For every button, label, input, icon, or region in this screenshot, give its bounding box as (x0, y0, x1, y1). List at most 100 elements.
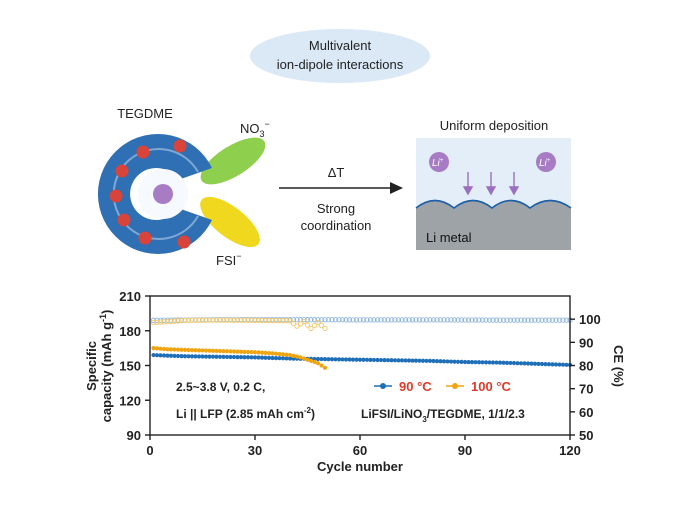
data-point (529, 361, 534, 366)
data-point (270, 355, 275, 361)
data-point (431, 358, 436, 364)
tegdme-label: TEGDME (117, 106, 173, 121)
data-point (444, 317, 451, 323)
data-point (375, 357, 380, 363)
data-point (395, 317, 402, 323)
data-point (245, 317, 251, 323)
deposition-surface (415, 199, 572, 210)
data-point (476, 317, 482, 323)
data-point (388, 317, 395, 323)
data-point (312, 359, 317, 365)
data-point (263, 355, 268, 360)
data-point (259, 350, 265, 355)
data-point (539, 361, 545, 367)
down-arrow-head (508, 186, 520, 196)
data-point (196, 354, 202, 359)
data-point (437, 317, 444, 323)
data-point (518, 317, 524, 323)
y2-tick-label: 70 (579, 382, 593, 397)
data-point (283, 318, 290, 324)
x-tick-label: 0 (146, 443, 153, 458)
deposition-title: Uniform deposition (440, 118, 548, 133)
data-point (266, 355, 272, 360)
data-point (189, 347, 195, 353)
data-point (329, 317, 335, 323)
oxygen-dot (138, 231, 152, 245)
data-point (227, 317, 234, 323)
data-point (462, 359, 468, 365)
series-1 (151, 346, 328, 370)
data-point (458, 317, 465, 323)
data-point (322, 357, 328, 362)
data-point (287, 318, 293, 324)
data-point (434, 317, 440, 323)
data-point (420, 358, 426, 363)
data-point (161, 319, 167, 325)
data-point (469, 317, 475, 323)
deposition-panel: Uniform deposition Li metal Li+ Li+ (415, 118, 572, 250)
data-point (322, 325, 328, 332)
li-ion-right: Li+ (536, 152, 556, 172)
legend-item-90: 90 °C (374, 379, 432, 394)
data-point (560, 317, 566, 323)
data-point (515, 361, 520, 366)
data-point (161, 353, 167, 358)
data-point (308, 317, 314, 323)
plot-marks (150, 316, 573, 370)
data-point (210, 348, 216, 353)
data-point (427, 358, 433, 363)
data-point (294, 316, 300, 323)
cycling-chart: 0 30 60 90 120 90 120 150 180 210 50 60 70 80 90 100 Cy… (84, 289, 626, 474)
data-point (228, 349, 233, 354)
nitrate-label: NO3− (240, 119, 270, 139)
data-point (273, 351, 279, 356)
data-point (423, 317, 430, 323)
data-point (158, 346, 163, 351)
data-point (273, 355, 279, 361)
data-point (472, 317, 479, 323)
y2-tick-label: 80 (579, 359, 593, 374)
data-point (189, 317, 195, 323)
delta-t-label: ΔT (328, 165, 345, 180)
data-point (396, 358, 401, 363)
data-point (287, 356, 293, 361)
data-point (343, 357, 349, 362)
data-point (469, 360, 475, 365)
data-point (175, 318, 181, 324)
data-point (266, 351, 272, 356)
data-point (217, 354, 223, 359)
data-point (308, 325, 314, 332)
data-point (193, 354, 198, 359)
x-tick-label: 60 (353, 443, 367, 458)
data-point (424, 358, 429, 363)
data-point (151, 352, 156, 358)
data-point (389, 358, 394, 363)
data-point (175, 347, 181, 352)
header-bubble: Multivalent ion-dipole interactions (250, 29, 430, 83)
data-point (185, 317, 192, 323)
data-point (301, 356, 307, 361)
data-point (280, 318, 286, 324)
data-point (312, 356, 317, 362)
data-point (193, 348, 198, 353)
data-point (165, 353, 170, 358)
data-point (214, 348, 219, 353)
legend-marker-100 (452, 383, 458, 389)
data-point (532, 317, 538, 323)
data-point (336, 357, 342, 362)
data-point (245, 355, 251, 360)
data-point (207, 348, 212, 353)
data-point (368, 357, 373, 362)
data-point (333, 357, 338, 362)
data-point (221, 349, 226, 354)
y-axis-title-line-2: capacity (mAh g-1) (98, 310, 114, 423)
data-point (501, 360, 506, 365)
data-point (276, 317, 283, 324)
x-tick-label: 30 (248, 443, 262, 458)
data-point (196, 317, 202, 323)
data-point (546, 362, 552, 367)
data-point (161, 346, 167, 352)
data-point (473, 360, 478, 365)
data-point (199, 317, 206, 323)
data-point (434, 359, 440, 364)
